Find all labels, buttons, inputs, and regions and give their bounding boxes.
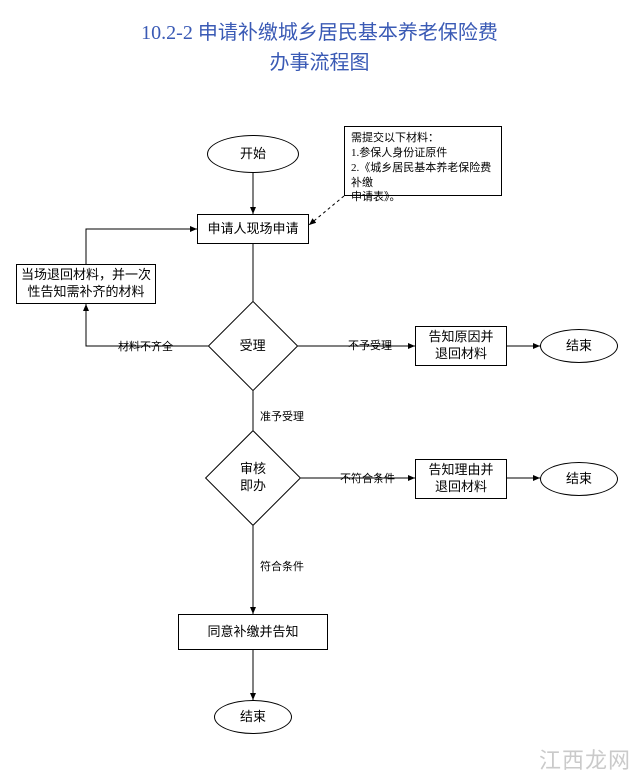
node-notcond-label: 告知理由并 退回材料: [428, 462, 493, 496]
node-end-1: 结束: [540, 329, 618, 363]
edge-label-notcond: 不符合条件: [340, 470, 395, 486]
node-note: 需提交以下材料： 1.参保人身份证原件 2.《城乡居民基本养老保险费补缴 申请表…: [344, 126, 502, 196]
edge-label-reject: 不予受理: [348, 337, 392, 353]
node-end3-label: 结束: [240, 709, 266, 726]
node-end1-label: 结束: [566, 338, 592, 355]
flowchart-canvas: 开始 申请人现场申请 需提交以下材料： 1.参保人身份证原件 2.《城乡居民基本…: [0, 0, 639, 781]
note-line-1: 1.参保人身份证原件: [351, 146, 495, 161]
node-start-label: 开始: [240, 146, 266, 163]
edge-label-accept: 准予受理: [260, 408, 304, 424]
node-reject-reason: 告知原因并 退回材料: [415, 326, 507, 366]
node-accept-label: 受理: [222, 338, 284, 355]
node-review-label: 审核 即办: [220, 461, 286, 495]
flowchart-edges: [0, 0, 639, 781]
node-return-label: 当场退回材料，并一次 性告知需补齐的材料: [21, 267, 151, 301]
node-start: 开始: [207, 135, 299, 173]
node-agree-label: 同意补缴并告知: [207, 624, 298, 641]
node-end2-label: 结束: [566, 471, 592, 488]
node-apply-label: 申请人现场申请: [207, 221, 298, 238]
watermark: 江西龙网: [539, 743, 631, 775]
edge-label-incomplete: 材料不齐全: [118, 338, 173, 354]
edge-label-cond: 符合条件: [260, 558, 304, 574]
node-end-2: 结束: [540, 462, 618, 496]
node-agree: 同意补缴并告知: [178, 614, 328, 650]
node-apply: 申请人现场申请: [197, 214, 309, 244]
node-not-cond: 告知理由并 退回材料: [415, 459, 507, 499]
node-end-3: 结束: [214, 700, 292, 734]
node-return-materials: 当场退回材料，并一次 性告知需补齐的材料: [16, 264, 156, 304]
node-reject-label: 告知原因并 退回材料: [428, 329, 493, 363]
note-line-0: 需提交以下材料：: [351, 131, 495, 146]
note-line-3: 申请表》。: [351, 190, 495, 205]
note-line-2: 2.《城乡居民基本养老保险费补缴: [351, 161, 495, 191]
